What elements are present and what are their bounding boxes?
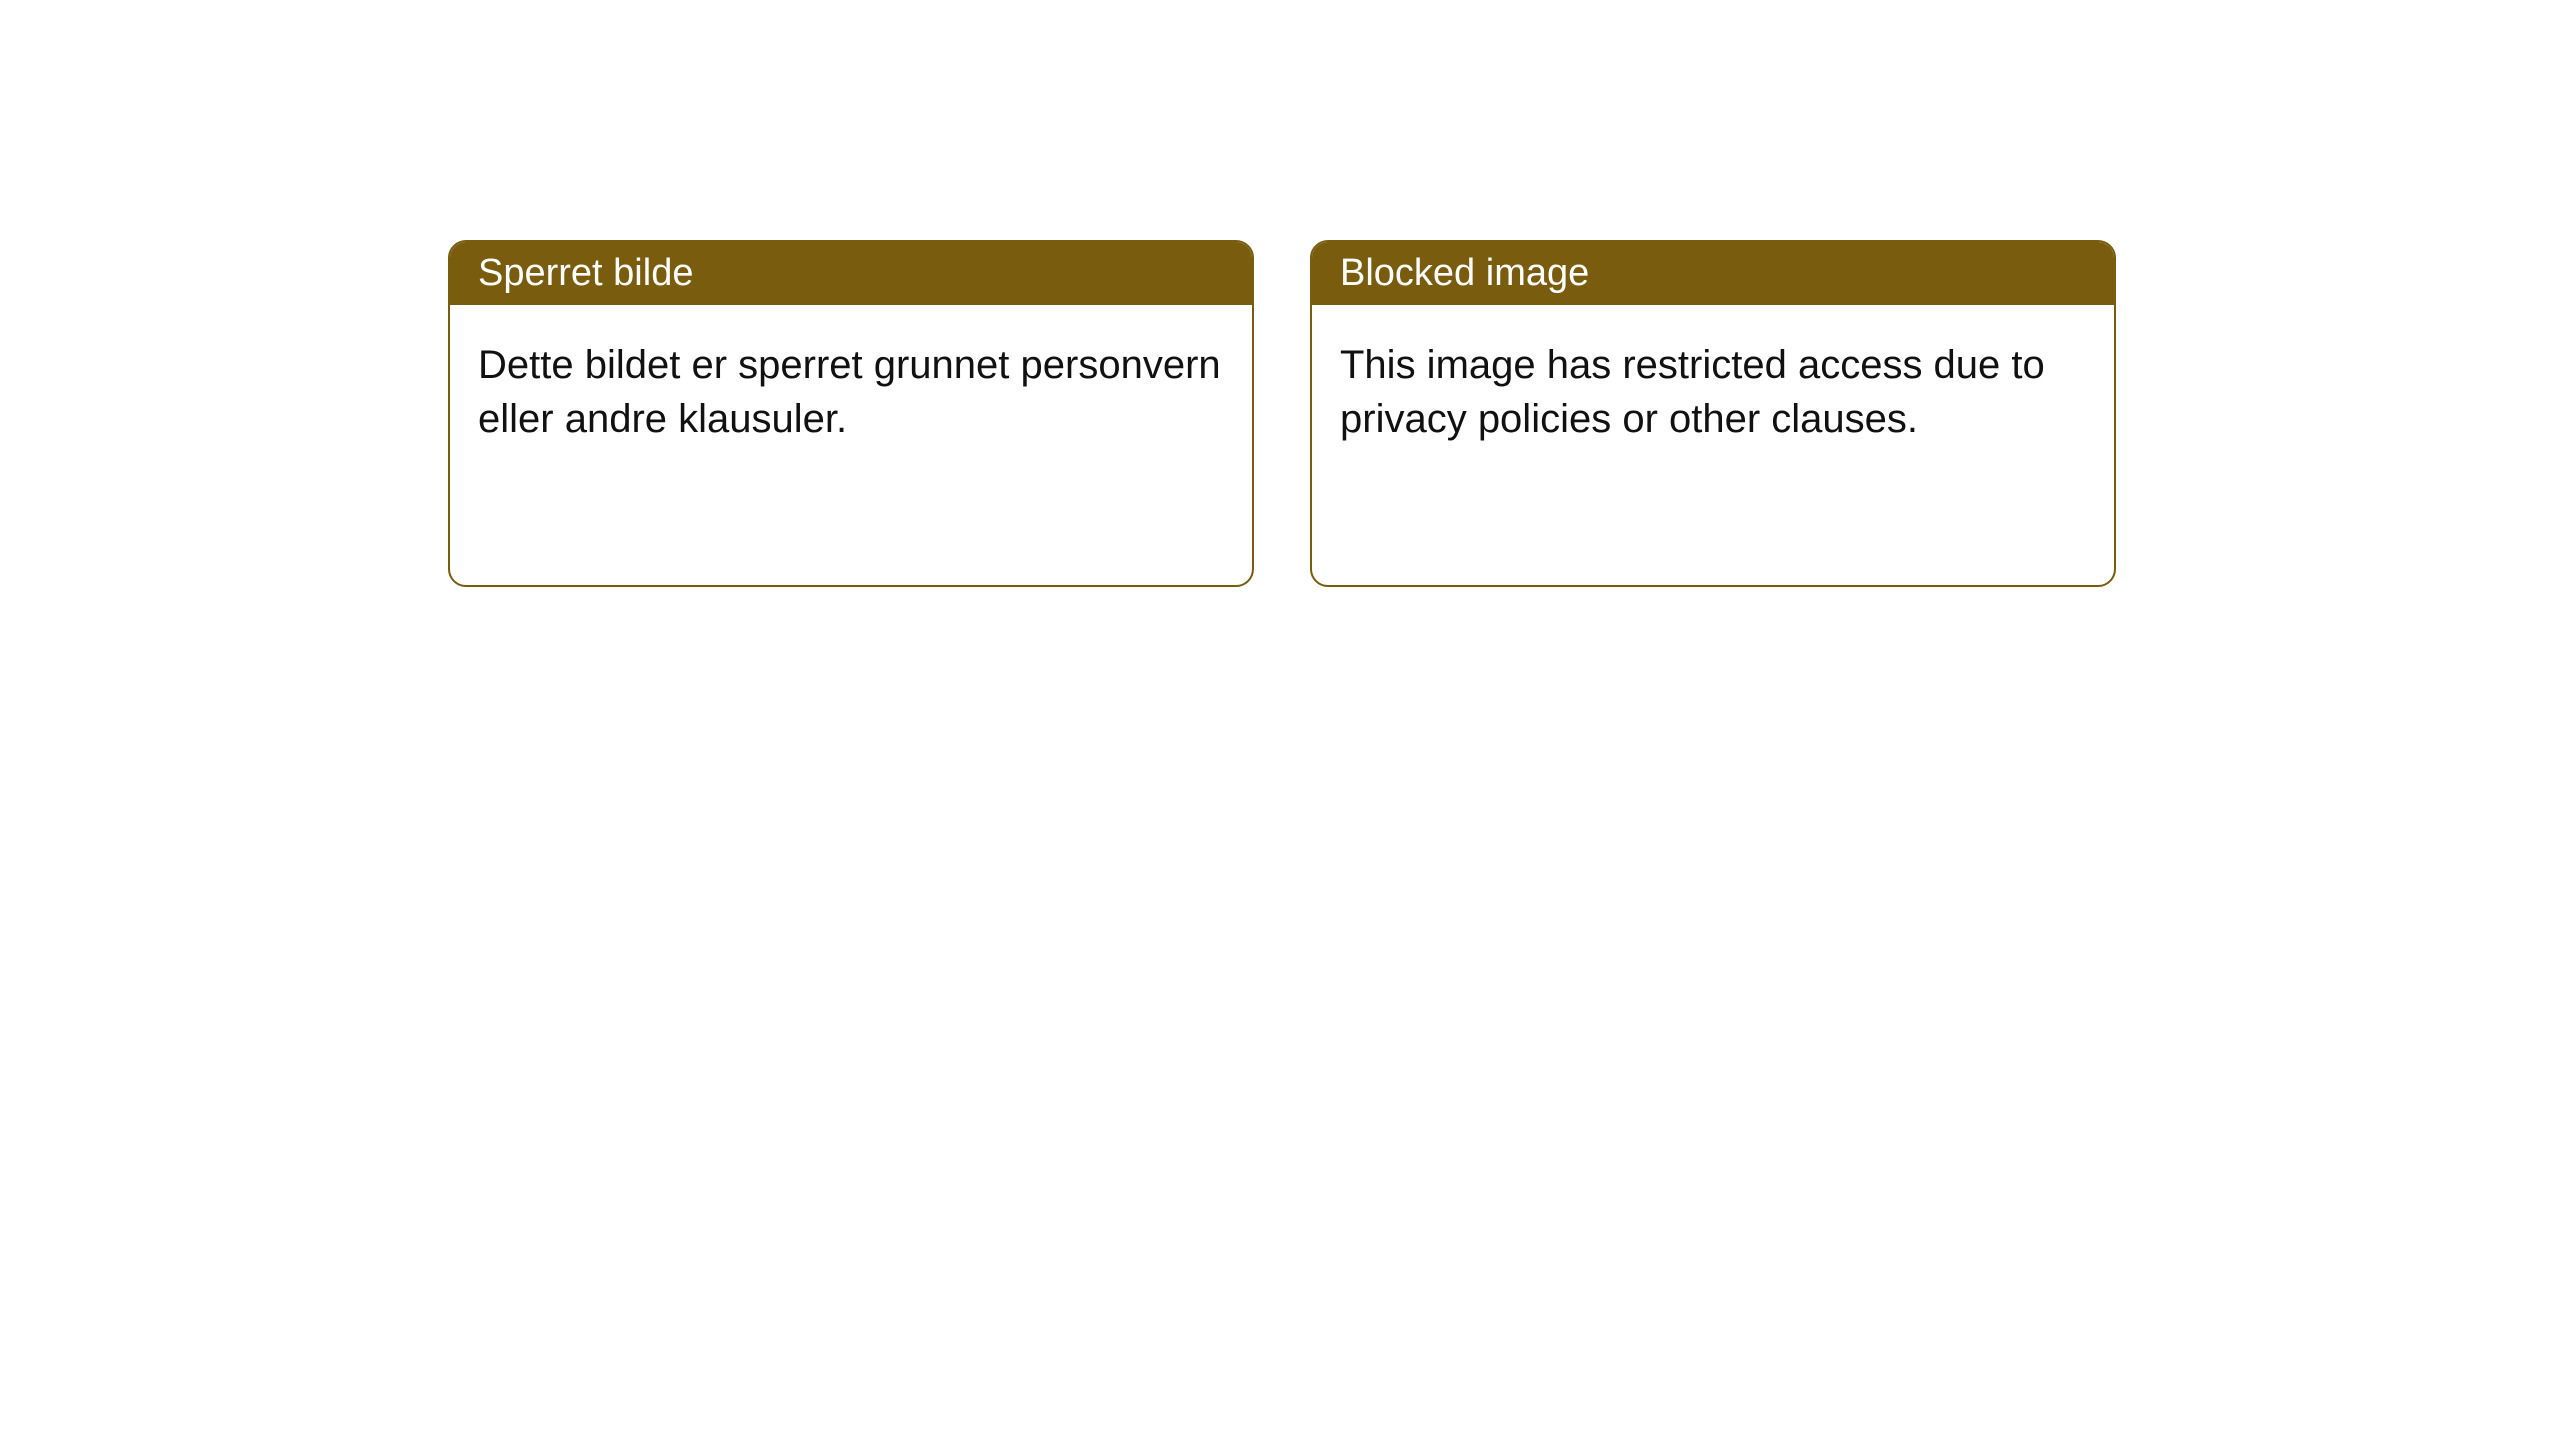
card-english: Blocked image This image has restricted … [1310,240,2116,587]
card-body-norwegian: Dette bildet er sperret grunnet personve… [450,305,1252,585]
card-norwegian: Sperret bilde Dette bildet er sperret gr… [448,240,1254,587]
card-title-norwegian: Sperret bilde [478,252,693,294]
card-header-norwegian: Sperret bilde [450,242,1252,305]
card-message-english: This image has restricted access due to … [1340,339,2086,446]
card-title-english: Blocked image [1340,252,1589,294]
card-message-norwegian: Dette bildet er sperret grunnet personve… [478,339,1224,446]
card-body-english: This image has restricted access due to … [1312,305,2114,585]
cards-container: Sperret bilde Dette bildet er sperret gr… [0,0,2560,587]
card-header-english: Blocked image [1312,242,2114,305]
